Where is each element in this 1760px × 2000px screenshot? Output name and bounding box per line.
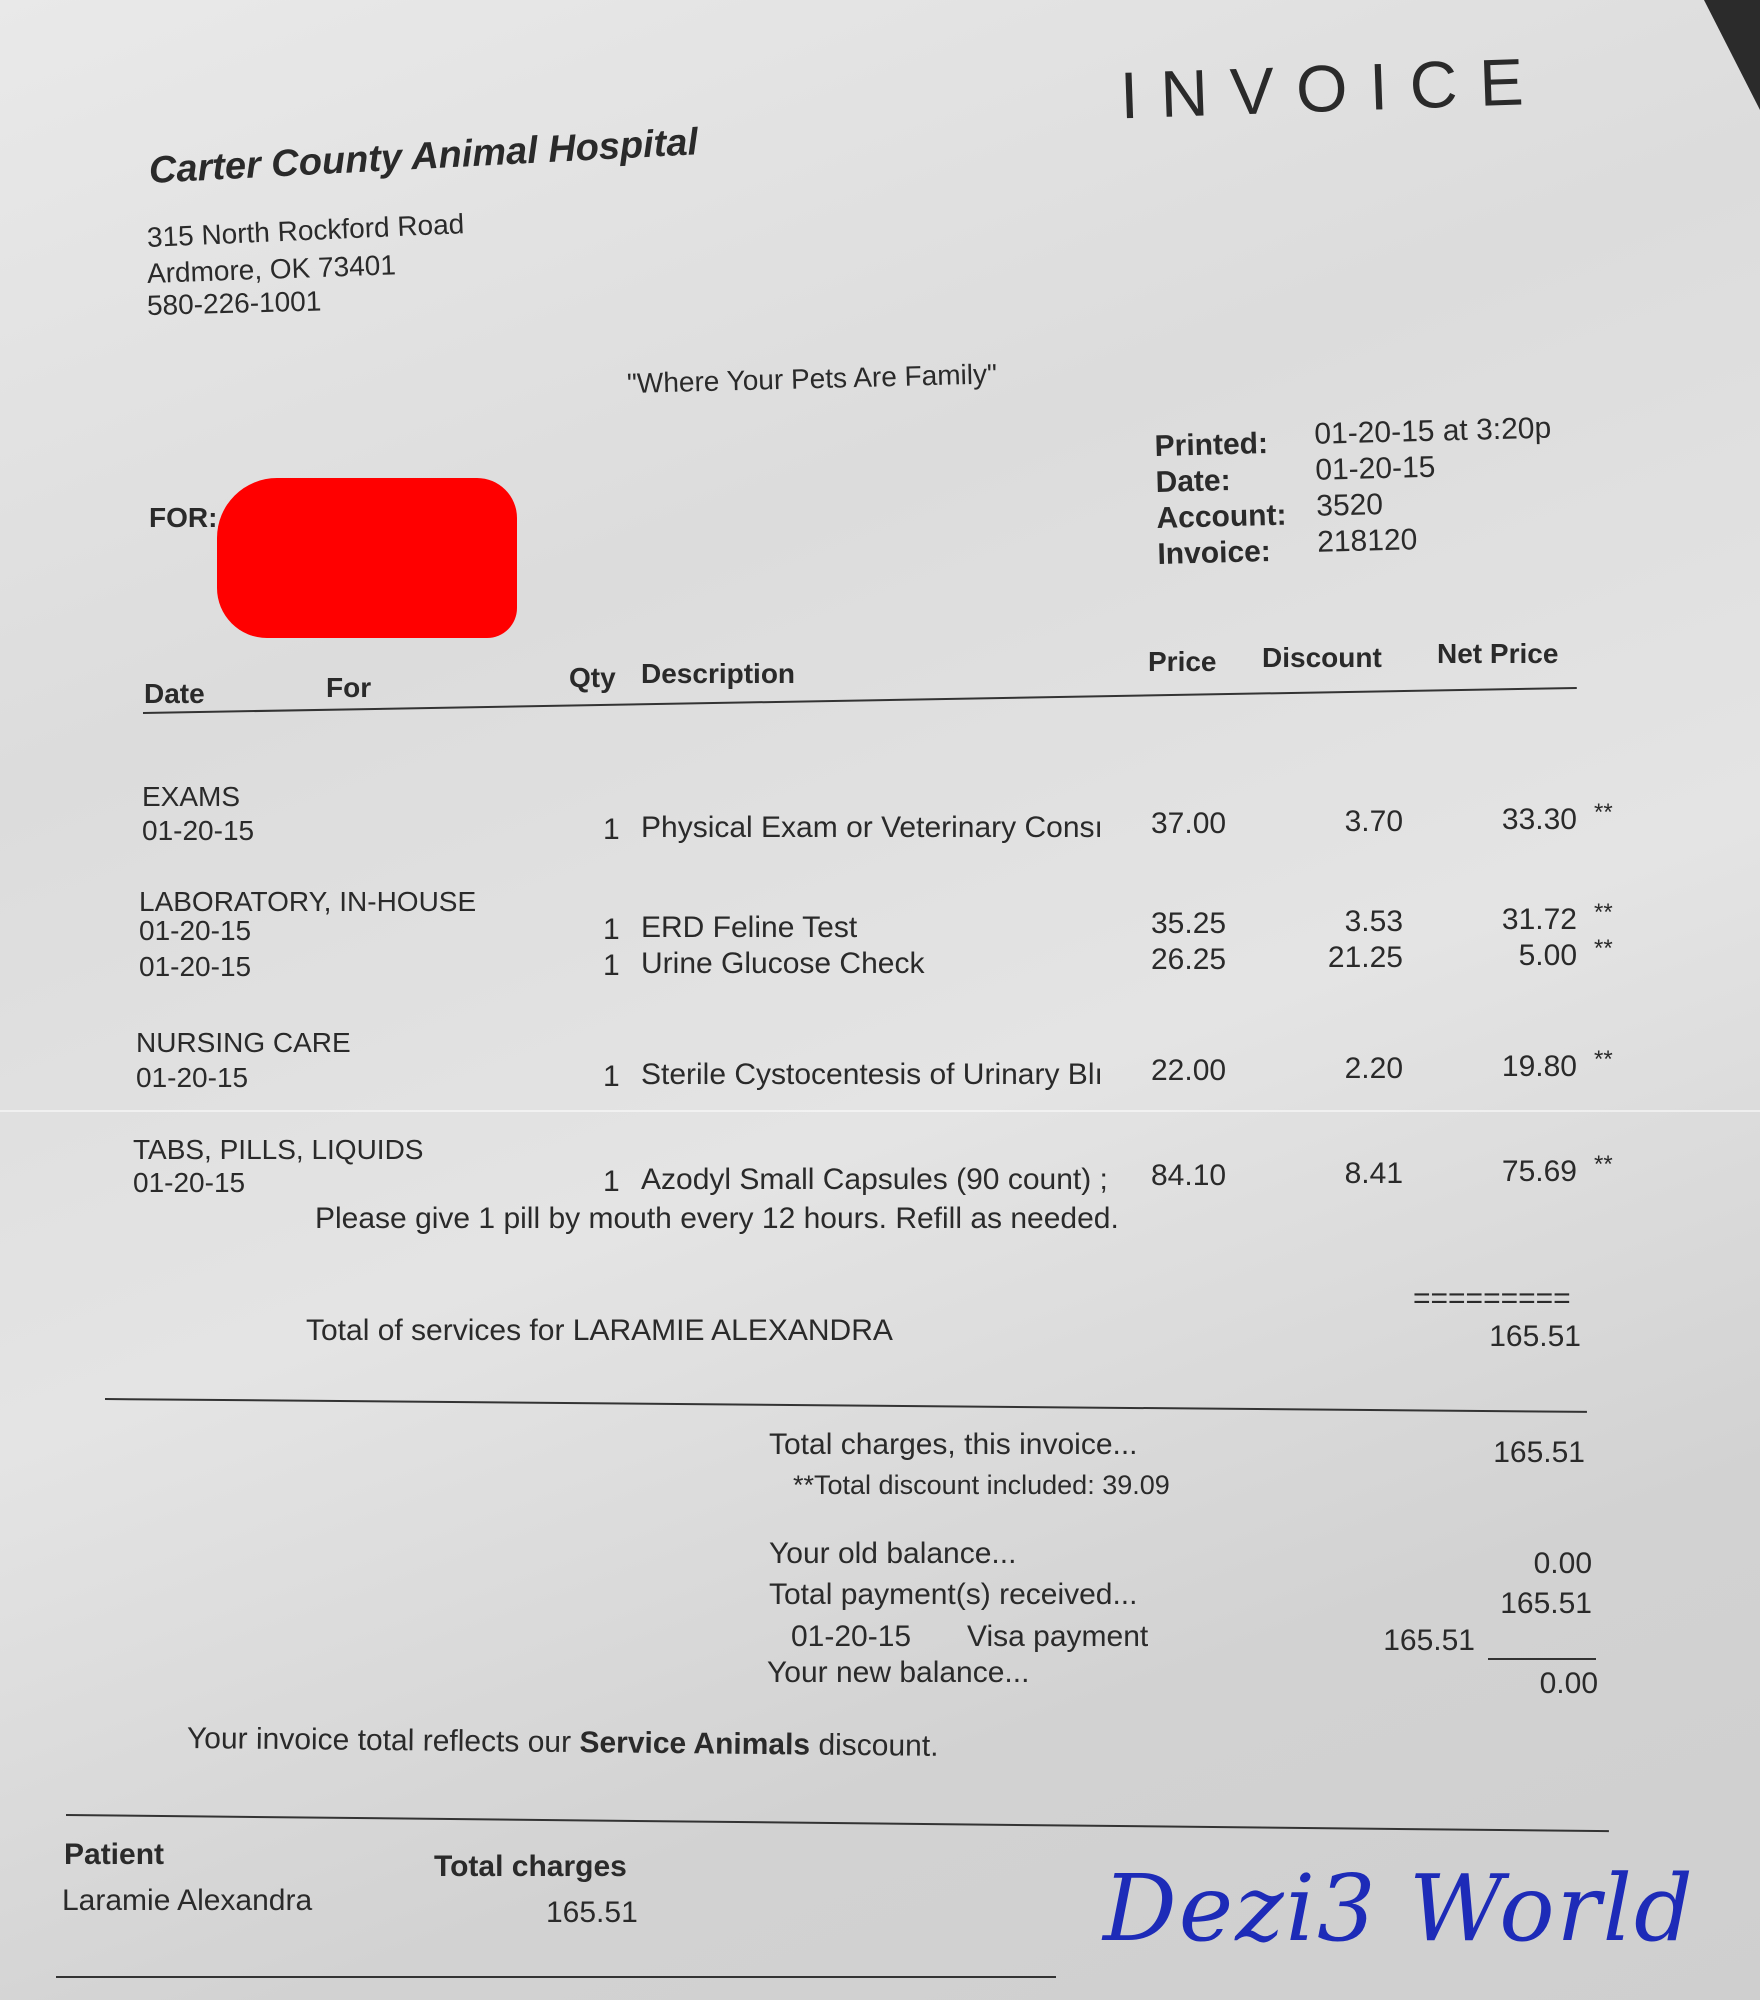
phone: 580-226-1001 [146, 285, 322, 321]
item-description: Sterile Cystocentesis of Urinary Blı [641, 1058, 1103, 1091]
item-qty: 1 [603, 913, 620, 946]
col-for: For [326, 672, 372, 703]
item-discount: 3.53 [1344, 905, 1403, 938]
paper-fold [0, 1110, 1760, 1112]
item-qty: 1 [603, 813, 620, 846]
payment-underline [1488, 1658, 1596, 1660]
item-price: 22.00 [1151, 1054, 1227, 1087]
item-date: 01-20-15 [142, 815, 255, 846]
patient-label: Patient [64, 1838, 165, 1871]
footer-charges-value: 165.51 [546, 1896, 638, 1929]
redaction-mark [217, 478, 517, 638]
section-title: LABORATORY, IN-HOUSE [139, 886, 477, 917]
item-date: 01-20-15 [139, 951, 252, 982]
item-net-price: 33.30 [1501, 803, 1577, 836]
invoice-value: 218120 [1316, 523, 1418, 559]
item-net-price: 31.72 [1501, 903, 1577, 936]
payment-method: Visa payment [967, 1620, 1149, 1653]
account-label: Account: [1156, 498, 1287, 535]
item-flag: ** [1594, 899, 1613, 926]
old-balance-label: Your old balance... [769, 1537, 1017, 1570]
patient-name: Laramie Alexandra [62, 1884, 313, 1917]
note-text-end: discount. [809, 1728, 939, 1763]
address-line-1: 315 North Rockford Road [146, 208, 465, 253]
item-net-price: 19.80 [1501, 1050, 1577, 1083]
section-title: EXAMS [142, 781, 241, 812]
discount-note: **Total discount included: 39.09 [793, 1470, 1170, 1500]
col-date: Date [144, 678, 205, 709]
col-discount: Discount [1262, 642, 1382, 673]
item-flag: ** [1594, 799, 1613, 826]
item-qty: 1 [603, 949, 620, 982]
address-line-2: Ardmore, OK 73401 [146, 249, 397, 289]
item-qty: 1 [603, 1060, 620, 1093]
printed-label: Printed: [1154, 427, 1269, 463]
item-description: Urine Glucose Check [641, 947, 925, 980]
footer-divider [65, 1814, 1609, 1833]
date-value: 01-20-15 [1314, 450, 1436, 487]
account-value: 3520 [1315, 488, 1384, 523]
new-balance-label: Your new balance... [767, 1656, 1030, 1689]
invoice-title: INVOICE [1118, 43, 1547, 133]
item-net-price: 75.69 [1501, 1155, 1577, 1188]
for-label: FOR: [149, 502, 218, 533]
bottom-line [56, 1976, 1056, 1978]
item-net-price: 5.00 [1518, 939, 1577, 972]
item-price: 35.25 [1151, 907, 1227, 940]
payment-amount: 165.51 [1383, 1624, 1475, 1657]
item-discount: 21.25 [1327, 941, 1403, 974]
item-date: 01-20-15 [136, 1062, 249, 1093]
payment-date: 01-20-15 [791, 1620, 912, 1653]
item-description: Azodyl Small Capsules (90 count) ; [641, 1163, 1108, 1196]
total-charges-value: 165.51 [1493, 1436, 1585, 1469]
item-qty: 1 [603, 1165, 620, 1198]
printed-value: 01-20-15 at 3:20p [1313, 411, 1552, 451]
item-discount: 3.70 [1344, 805, 1403, 838]
item-price: 37.00 [1151, 807, 1227, 840]
section-divider [104, 1398, 1587, 1413]
invoice-label: Invoice: [1157, 534, 1272, 571]
hospital-name: Carter County Animal Hospital [147, 121, 699, 192]
item-date: 01-20-15 [133, 1167, 246, 1198]
section-title: TABS, PILLS, LIQUIDS [133, 1134, 424, 1165]
footer-charges-label: Total charges [434, 1850, 627, 1883]
services-total-value: 165.51 [1489, 1320, 1581, 1353]
item-description: Physical Exam or Veterinary Consı [641, 811, 1103, 844]
col-description: Description [641, 658, 796, 689]
col-qty: Qty [569, 662, 616, 693]
item-flag: ** [1594, 1151, 1613, 1178]
item-description: ERD Feline Test [641, 911, 858, 944]
item-price: 26.25 [1151, 943, 1227, 976]
tagline: "Where Your Pets Are Family" [626, 358, 998, 399]
new-balance-value: 0.00 [1539, 1667, 1598, 1700]
item-price: 84.10 [1151, 1159, 1227, 1192]
total-rule: ========= [1413, 1282, 1571, 1315]
payments-label: Total payment(s) received... [769, 1578, 1138, 1611]
item-date: 01-20-15 [139, 915, 252, 946]
service-animals-note: Your invoice total reflects our Service … [187, 1722, 939, 1764]
item-discount: 2.20 [1344, 1052, 1403, 1085]
date-label: Date: [1155, 464, 1232, 499]
section-title: NURSING CARE [136, 1027, 351, 1058]
col-net-price: Net Price [1437, 638, 1559, 669]
old-balance-value: 0.00 [1533, 1547, 1592, 1580]
background-corner [1704, 0, 1760, 110]
total-charges-label: Total charges, this invoice... [769, 1428, 1138, 1461]
note-text: Your invoice total reflects our [186, 1722, 580, 1760]
services-total-label: Total of services for LARAMIE ALEXANDRA [306, 1314, 893, 1347]
note-bold: Service Animals [579, 1726, 811, 1762]
item-discount: 8.41 [1344, 1157, 1403, 1190]
item-instructions: Please give 1 pill by mouth every 12 hou… [315, 1202, 1119, 1235]
col-price: Price [1148, 646, 1217, 677]
item-flag: ** [1594, 1046, 1613, 1073]
item-flag: ** [1594, 935, 1613, 962]
payments-value: 165.51 [1500, 1587, 1592, 1620]
watermark-signature: Dezi3 World [1103, 1855, 1695, 1962]
